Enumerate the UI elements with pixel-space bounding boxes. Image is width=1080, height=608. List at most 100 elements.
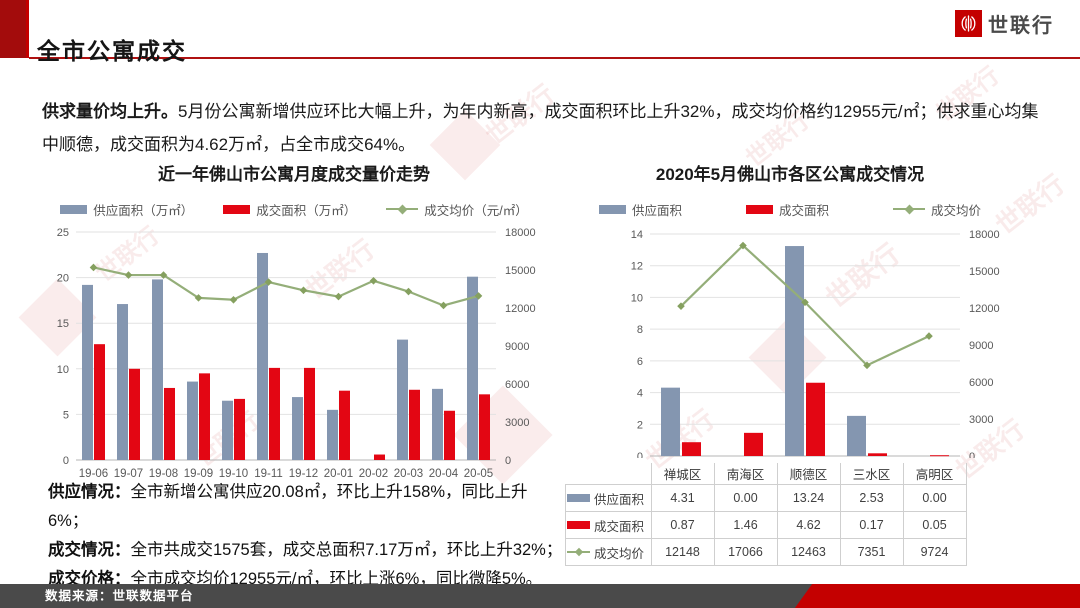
intro-text: 5月份公寓新增供应环比大幅上升，为年内新高，成交面积环比上升32%，成交均价格约… [42, 102, 1039, 154]
table-value-cell: 0.87 [650, 511, 715, 540]
svg-text:4: 4 [637, 388, 643, 400]
deal-bar [374, 454, 385, 461]
diamond-marker-icon [299, 286, 308, 295]
monthly-chart-legend: 供应面积（万㎡） 成交面积（万㎡） 成交均价（元/㎡） [40, 200, 548, 218]
svg-text:3000: 3000 [969, 414, 993, 426]
svg-text:12000: 12000 [505, 303, 536, 315]
svg-text:0: 0 [969, 451, 975, 458]
summary-label: 成交情况： [48, 541, 131, 559]
bar-swatch-icon [598, 204, 626, 214]
legend-item: 供应面积（万㎡） [60, 200, 193, 219]
svg-text:2: 2 [637, 420, 643, 432]
svg-text:14: 14 [631, 229, 643, 241]
x-axis-label: 20-01 [324, 468, 353, 480]
deal-bar [234, 399, 245, 461]
svg-text:5: 5 [63, 410, 69, 422]
svg-text:12: 12 [631, 261, 643, 273]
district-chart-panel: 2020年5月佛山市各区公寓成交情况 供应面积 成交面积 成交均价 0 2 4 6 8 10 1… [565, 150, 1015, 567]
deal-bar [868, 453, 887, 457]
table-value-cell: 17066 [713, 538, 778, 567]
supply-bar [222, 400, 233, 461]
title-accent-bar [0, 0, 29, 58]
supply-bar [432, 389, 443, 461]
summary-block: 供应情况：全市新增公寓供应20.08㎡，环比上升158%，同比上升6%； 成交情况… [48, 478, 563, 594]
diamond-marker-icon [159, 271, 168, 280]
table-value-cell: 0.05 [902, 511, 967, 540]
line-swatch-icon [386, 208, 419, 211]
x-axis-label: 19-06 [79, 468, 108, 480]
monthly-chart: 0 5 10 15 20 25 0 3000 6000 9000 12000 15000 18000 19… [40, 224, 548, 491]
diamond-marker-icon [925, 332, 933, 341]
supply-bar [397, 339, 408, 461]
legend-item: 成交均价（元/㎡） [386, 200, 528, 219]
deal-bar [269, 368, 280, 461]
svg-text:8: 8 [637, 324, 643, 336]
legend-label: 供应面积 [631, 203, 682, 218]
svg-text:0: 0 [63, 455, 69, 467]
x-axis-label: 19-10 [219, 468, 248, 480]
diamond-marker-icon [439, 301, 448, 310]
table-value-cell: 4.31 [650, 484, 715, 513]
footer-red-stripe [794, 584, 1080, 608]
supply-bar [187, 381, 198, 461]
supply-bar [785, 246, 804, 457]
diamond-marker-icon [89, 263, 98, 272]
supply-bar [82, 285, 93, 461]
table-series-key: 成交面积 [565, 511, 652, 540]
supply-bar [117, 304, 128, 461]
legend-label: 成交面积 [778, 203, 829, 218]
svg-text:6: 6 [637, 356, 643, 368]
deal-bar [94, 344, 105, 461]
deal-bar [806, 382, 825, 457]
district-header-cell: 三水区 [839, 463, 904, 486]
monthly-chart-panel: 近一年佛山市公寓月度成交量价走势 供应面积（万㎡） 成交面积（万㎡） 成交均价（元/… [40, 150, 548, 491]
district-header-cell: 南海区 [713, 463, 778, 486]
legend-item: 成交面积（万㎡） [223, 200, 356, 219]
monthly-chart-svg: 0 5 10 15 20 25 0 3000 6000 9000 12000 15000 18000 19… [57, 227, 536, 480]
diamond-marker-icon [124, 271, 133, 280]
x-axis-label: 20-04 [429, 468, 459, 480]
district-data-table: 禅城区 南海区 顺德区 三水区 高明区 供应面积 4.31 0.00 13.24 2.53 0.00… [565, 463, 1015, 567]
svg-text:6000: 6000 [505, 379, 529, 391]
summary-line: 成交价格：全市成交均价12955元/㎡，环比上涨6%，同比微降5%。 [48, 565, 563, 594]
bar-swatch-icon [567, 494, 590, 503]
table-value-cell: 0.00 [902, 484, 967, 513]
district-chart: 0 2 4 6 8 10 12 14 0 3000 6000 9000 12000 15000 18000 [565, 224, 1015, 463]
deal-bar [744, 433, 763, 457]
table-corner-cell [566, 463, 652, 485]
svg-text:18000: 18000 [969, 229, 1000, 241]
x-axis-label: 19-09 [184, 468, 213, 480]
table-series-key: 成交均价 [565, 538, 652, 567]
supply-bar [327, 410, 338, 461]
company-logo: 世联行 [955, 9, 1054, 38]
footer-bar: 数据来源：世联数据平台 [0, 584, 1080, 608]
svg-text:10: 10 [631, 293, 643, 305]
deal-bar [304, 368, 315, 461]
svg-text:15000: 15000 [505, 265, 536, 277]
legend-item: 成交均价 [893, 200, 981, 219]
table-value-cell: 12148 [650, 538, 715, 567]
table-value-cell: 12463 [776, 538, 841, 567]
company-logo-icon [955, 10, 982, 37]
supply-bar [661, 387, 680, 457]
header-divider [29, 57, 1080, 59]
svg-text:18000: 18000 [505, 227, 536, 239]
diamond-marker-icon [863, 361, 871, 370]
summary-text: 全市共成交1575套，成交总面积7.17万㎡，环比上升32%； [130, 541, 563, 559]
district-header-cell: 高明区 [902, 463, 967, 486]
x-axis-label: 20-03 [394, 468, 423, 480]
legend-label: 成交均价 [931, 203, 982, 218]
table-value-cell: 0.00 [713, 484, 778, 513]
table-value-cell: 13.24 [776, 484, 841, 513]
bar-swatch-icon [745, 204, 773, 214]
supply-bar [152, 279, 163, 461]
table-value-cell: 7351 [839, 538, 904, 567]
line-swatch-icon [567, 551, 590, 554]
deal-bar [339, 390, 350, 461]
legend-item: 供应面积 [598, 200, 682, 219]
x-axis-label: 19-11 [254, 468, 283, 480]
chart-data-table: 禅城区 南海区 顺德区 三水区 高明区 供应面积 4.31 0.00 13.24 2.53 0.00… [565, 463, 967, 567]
diamond-marker-icon [334, 293, 343, 301]
table-value-cell: 9724 [902, 538, 967, 567]
